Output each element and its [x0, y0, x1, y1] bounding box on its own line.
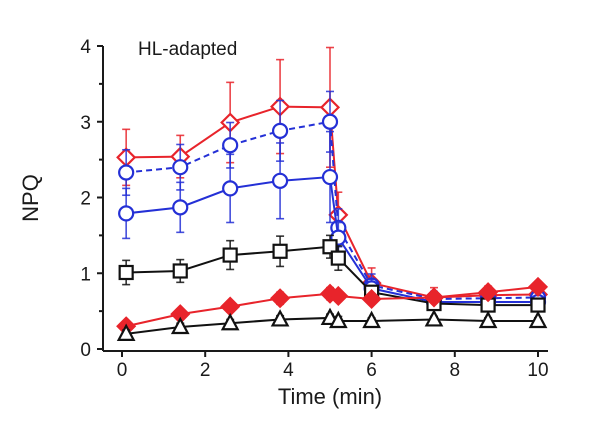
data-point-circle [271, 122, 289, 139]
data-point-circle [222, 137, 239, 154]
data-point-triangle [528, 310, 548, 329]
data-point-circle [118, 164, 135, 181]
y-axis-title: NPQ [18, 174, 43, 222]
data-point-diamond [527, 276, 549, 297]
y-tick-label: 1 [80, 264, 91, 285]
data-point-triangle [362, 310, 381, 329]
series-layer [116, 46, 549, 341]
data-point-circle [271, 172, 289, 189]
data-point-diamond [361, 288, 382, 310]
series-black-open-triangle [116, 307, 548, 341]
data-point-square [530, 297, 546, 313]
data-point-diamond [478, 282, 499, 303]
data-point-triangle [220, 312, 240, 331]
data-point-circle [172, 199, 189, 216]
data-point-triangle [270, 309, 290, 327]
data-point-triangle [478, 310, 498, 329]
data-point-square [322, 239, 338, 255]
data-point-triangle [116, 323, 136, 341]
x-tick-label: 0 [117, 360, 128, 381]
x-tick-label: 2 [200, 360, 211, 381]
x-axis-title: Time (min) [278, 384, 382, 409]
series-line [126, 105, 539, 299]
data-point-triangle [424, 309, 444, 327]
data-point-square [222, 247, 238, 263]
x-tick-label: 4 [283, 360, 294, 381]
data-point-circle [222, 180, 239, 197]
x-tick-label: 10 [527, 360, 548, 381]
series-line [126, 175, 538, 304]
panel-annotation: HL-adapted [138, 39, 237, 60]
data-point-circle [172, 159, 189, 176]
y-tick-label: 0 [80, 340, 91, 361]
data-point-circle [118, 205, 135, 222]
data-point-circle [321, 168, 339, 186]
y-tick-label: 2 [80, 189, 91, 210]
y-tick-label: 3 [80, 113, 91, 134]
axes: 0 1 2 3 4 0 2 4 6 8 10 [80, 37, 548, 381]
x-tick-label: 8 [450, 360, 461, 381]
data-point-diamond [270, 288, 291, 309]
data-point-square [272, 243, 288, 259]
data-point-square [330, 250, 346, 266]
series-line [126, 120, 539, 301]
data-point-triangle [328, 310, 348, 329]
series-red-filled-diamond [116, 276, 549, 337]
x-tick-label: 6 [366, 360, 377, 381]
y-tick-label: 4 [80, 37, 91, 58]
data-point-square [118, 264, 134, 281]
data-point-triangle [170, 316, 190, 335]
data-point-diamond [423, 287, 445, 308]
data-point-diamond [328, 285, 349, 307]
data-point-square [172, 263, 188, 279]
data-point-diamond [220, 296, 241, 317]
data-point-circle [321, 113, 339, 130]
